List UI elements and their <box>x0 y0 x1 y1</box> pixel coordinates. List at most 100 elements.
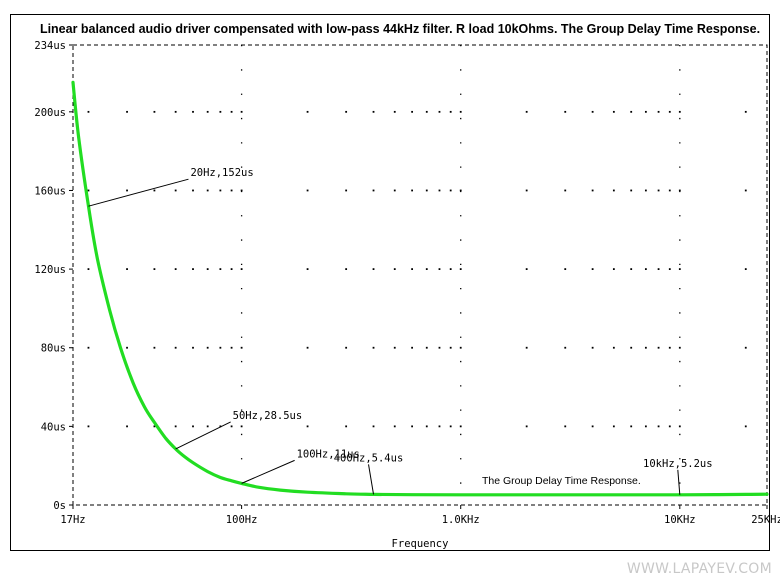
grid-dot <box>525 189 528 192</box>
grid-dot <box>744 189 747 192</box>
grid-dot <box>240 189 243 192</box>
grid-dot <box>668 268 671 271</box>
grid-dot <box>630 425 633 428</box>
y-tick-label: 120us <box>34 264 66 276</box>
grid-dot <box>425 110 428 113</box>
grid-dot <box>411 346 414 349</box>
grid-dot <box>153 110 156 113</box>
grid-dot <box>612 189 615 192</box>
grid-dot <box>459 268 462 271</box>
grid-dot <box>219 268 222 271</box>
grid-dot <box>525 110 528 113</box>
grid-dot <box>153 425 156 428</box>
grid-dot <box>219 110 222 113</box>
grid-dot <box>87 425 90 428</box>
watermark: WWW.LAPAYEV.COM <box>626 561 772 577</box>
grid-dot <box>668 189 671 192</box>
grid-dot <box>564 110 567 113</box>
grid-dot <box>525 346 528 349</box>
grid-dot <box>449 425 452 428</box>
y-tick-label: 40us <box>41 421 66 433</box>
grid-dot <box>612 425 615 428</box>
grid-dot <box>425 425 428 428</box>
grid-dot <box>345 268 348 271</box>
grid-dot <box>206 268 209 271</box>
grid-dot <box>449 268 452 271</box>
grid-dot <box>372 425 375 428</box>
grid-dot <box>153 268 156 271</box>
grid-dot <box>449 346 452 349</box>
grid-dot <box>425 268 428 271</box>
grid-dot <box>459 110 462 113</box>
grid-dot <box>630 110 633 113</box>
grid-dot <box>438 425 441 428</box>
grid-dot <box>206 189 209 192</box>
grid-dot <box>612 346 615 349</box>
x-tick-label: 1.0KHz <box>442 514 480 526</box>
y-tick-label: 234us <box>34 40 66 52</box>
y-tick-label: 200us <box>34 107 66 119</box>
grid-dot <box>591 346 594 349</box>
grid-dot <box>306 425 309 428</box>
grid-dot <box>192 346 194 349</box>
plot-area-border <box>72 44 768 506</box>
x-axis-label: Frequency <box>392 538 449 550</box>
grid-dot <box>459 189 462 192</box>
grid-dot <box>230 110 233 113</box>
chart-frame <box>10 14 770 551</box>
grid-dot <box>612 268 615 271</box>
grid-dot <box>87 268 90 271</box>
grid-dot <box>644 346 647 349</box>
grid-dot <box>657 110 660 113</box>
grid-dot <box>230 268 233 271</box>
grid-dot <box>644 110 647 113</box>
y-grid-row <box>87 189 747 192</box>
grid-dot <box>438 189 441 192</box>
annotation-label: 400Hz,5.4us <box>334 452 404 464</box>
grid-dot <box>192 268 194 271</box>
annotation-label: 20Hz,152us <box>190 167 253 179</box>
grid-dot <box>630 268 633 271</box>
grid-dot <box>206 110 209 113</box>
grid-dot <box>393 346 396 349</box>
y-grid-row <box>87 425 747 428</box>
grid-dot <box>372 346 375 349</box>
grid-dot <box>206 425 209 428</box>
grid-dot <box>425 346 428 349</box>
grid-dot <box>657 425 660 428</box>
grid-dot <box>744 346 747 349</box>
grid-dot <box>240 346 243 349</box>
grid-dot <box>459 346 462 349</box>
grid-dot <box>668 425 671 428</box>
grid-dot <box>126 268 128 271</box>
grid-dot <box>644 189 647 192</box>
grid-dot <box>126 425 128 428</box>
grid-dot <box>174 189 177 192</box>
grid-dot <box>564 189 567 192</box>
grid-dot <box>438 268 441 271</box>
grid-dot <box>87 189 90 192</box>
grid-dot <box>591 110 594 113</box>
grid-dot <box>393 425 396 428</box>
grid-dot <box>449 189 452 192</box>
y-tick-label: 0s <box>53 500 66 512</box>
x-tick-label: 17Hz <box>60 514 85 526</box>
grid-dot <box>591 189 594 192</box>
grid <box>87 45 747 505</box>
grid-dot <box>591 425 594 428</box>
grid-dot <box>192 189 194 192</box>
y-tick-label: 80us <box>41 343 66 355</box>
grid-dot <box>345 346 348 349</box>
grid-dot <box>630 189 633 192</box>
grid-dot <box>306 189 309 192</box>
grid-dot <box>564 425 567 428</box>
grid-dot <box>525 268 528 271</box>
grid-dot <box>678 346 681 349</box>
grid-dot <box>525 425 528 428</box>
y-tick-label: 160us <box>34 185 66 197</box>
annotation-label: 50Hz,28.5us <box>233 410 303 422</box>
grid-dot <box>230 346 233 349</box>
grid-dot <box>438 110 441 113</box>
grid-dot <box>206 346 209 349</box>
